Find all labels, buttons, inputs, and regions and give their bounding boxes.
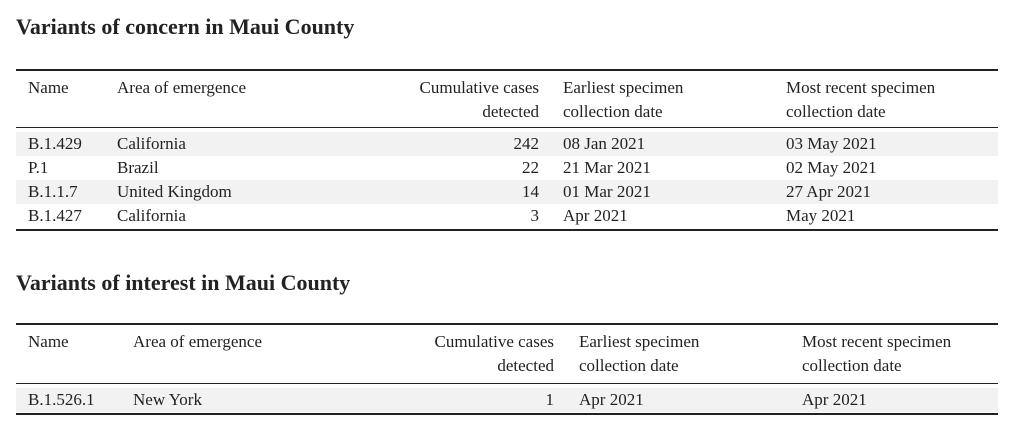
top-rule — [16, 69, 998, 71]
table-cell: 02 May 2021 — [786, 158, 877, 177]
table-cell: B.1.427 — [28, 206, 82, 225]
table-cell: B.1.526.1 — [28, 390, 95, 409]
table-cell: 03 May 2021 — [786, 134, 877, 153]
table-cell: United Kingdom — [117, 182, 232, 201]
column-header: Most recent specimen collection date — [802, 332, 952, 375]
table-cell: 27 Apr 2021 — [786, 182, 871, 201]
table-cell: California — [117, 134, 186, 153]
top-rule — [16, 323, 998, 325]
table-cell: May 2021 — [786, 206, 856, 225]
table-title: Variants of interest in Maui County — [16, 270, 351, 295]
column-header: Name — [28, 332, 69, 351]
mid-rule — [16, 383, 998, 384]
table-cell: 14 — [522, 182, 539, 201]
column-header: Area of emergence — [133, 332, 262, 351]
row-stripe — [16, 388, 998, 412]
column-header: Earliest specimen collection date — [579, 332, 700, 375]
table-cell: New York — [133, 390, 202, 409]
table-cell: 01 Mar 2021 — [563, 182, 651, 201]
table-cell: 242 — [513, 134, 540, 153]
table-cell: Apr 2021 — [579, 390, 644, 409]
table-cell: B.1.1.7 — [28, 182, 78, 201]
column-header: Cumulative cases detected — [419, 78, 539, 121]
column-header: Earliest specimen collection date — [563, 78, 684, 121]
table-cell: California — [117, 206, 186, 225]
table-cell: Brazil — [117, 158, 159, 177]
row-stripe — [16, 132, 998, 156]
table-cell: P.1 — [28, 158, 49, 177]
table-cell: 22 — [522, 158, 539, 177]
bottom-rule — [16, 413, 998, 415]
column-header: Cumulative cases detected — [434, 332, 554, 375]
table-cell: Apr 2021 — [563, 206, 628, 225]
table-cell: B.1.429 — [28, 134, 82, 153]
table-cell: 1 — [545, 390, 555, 409]
column-header: Area of emergence — [117, 78, 246, 97]
bottom-rule — [16, 229, 998, 231]
table-cell: 21 Mar 2021 — [563, 158, 651, 177]
table-cell: Apr 2021 — [802, 390, 867, 409]
table-cell: 3 — [530, 206, 540, 225]
table-cell: 08 Jan 2021 — [563, 134, 646, 153]
column-header: Most recent specimen collection date — [786, 78, 936, 121]
column-header: Name — [28, 78, 69, 97]
mid-rule — [16, 127, 998, 128]
table-title: Variants of concern in Maui County — [16, 14, 355, 39]
row-stripe — [16, 180, 998, 204]
